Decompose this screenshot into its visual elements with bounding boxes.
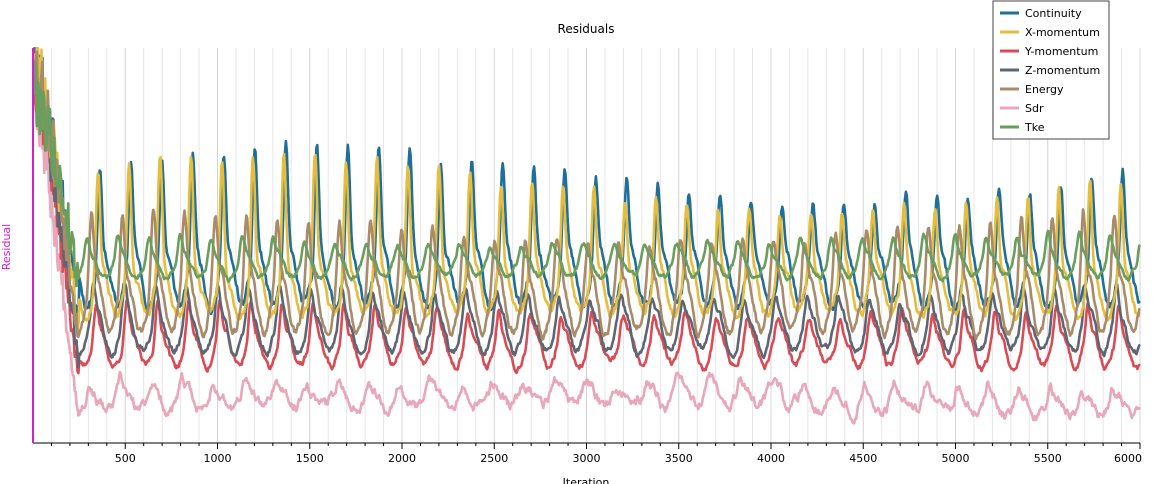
series-line-tke bbox=[31, 60, 1141, 288]
x-tick-label: 6000 bbox=[1114, 452, 1142, 465]
legend-label: Continuity bbox=[1025, 7, 1082, 20]
x-tick-label: 3000 bbox=[573, 452, 601, 465]
x-tick-label: 5000 bbox=[942, 452, 970, 465]
series-line-sdr bbox=[31, 73, 1141, 425]
x-tick-label: 1500 bbox=[296, 452, 324, 465]
legend: Continuity X-momentum Y-momentum Z-momentum… bbox=[992, 0, 1110, 140]
series-line-x-momentum bbox=[31, 47, 1141, 333]
series-line-y-momentum bbox=[31, 59, 1141, 375]
series-line-energy bbox=[31, 50, 1141, 341]
x-tick-label: 3500 bbox=[665, 452, 693, 465]
x-tick-label: 2500 bbox=[480, 452, 508, 465]
series-layer bbox=[31, 47, 1141, 425]
x-axis-label: Iteration bbox=[563, 476, 610, 484]
legend-label: Z-momentum bbox=[1025, 64, 1100, 77]
x-tick-label: 1000 bbox=[204, 452, 232, 465]
x-tick-label: 5500 bbox=[1034, 452, 1062, 465]
x-tick-label: 4500 bbox=[849, 452, 877, 465]
x-tick-label: 2000 bbox=[388, 452, 416, 465]
chart-title: Residuals bbox=[558, 22, 615, 36]
legend-label: Tke bbox=[1024, 121, 1045, 134]
legend-label: Energy bbox=[1025, 83, 1064, 96]
legend-label: X-momentum bbox=[1025, 26, 1100, 39]
x-tick-label: 500 bbox=[115, 452, 136, 465]
y-axis-label: Residual bbox=[0, 224, 13, 270]
legend-label: Sdr bbox=[1025, 102, 1044, 115]
x-axis-ticks: 500 1000 1500 2000 2500 3000 3500 4000 4500 5000 5… bbox=[50, 443, 1142, 465]
grid-lines bbox=[50, 48, 1141, 443]
legend-label: Y-momentum bbox=[1024, 45, 1098, 58]
x-tick-label: 4000 bbox=[757, 452, 785, 465]
